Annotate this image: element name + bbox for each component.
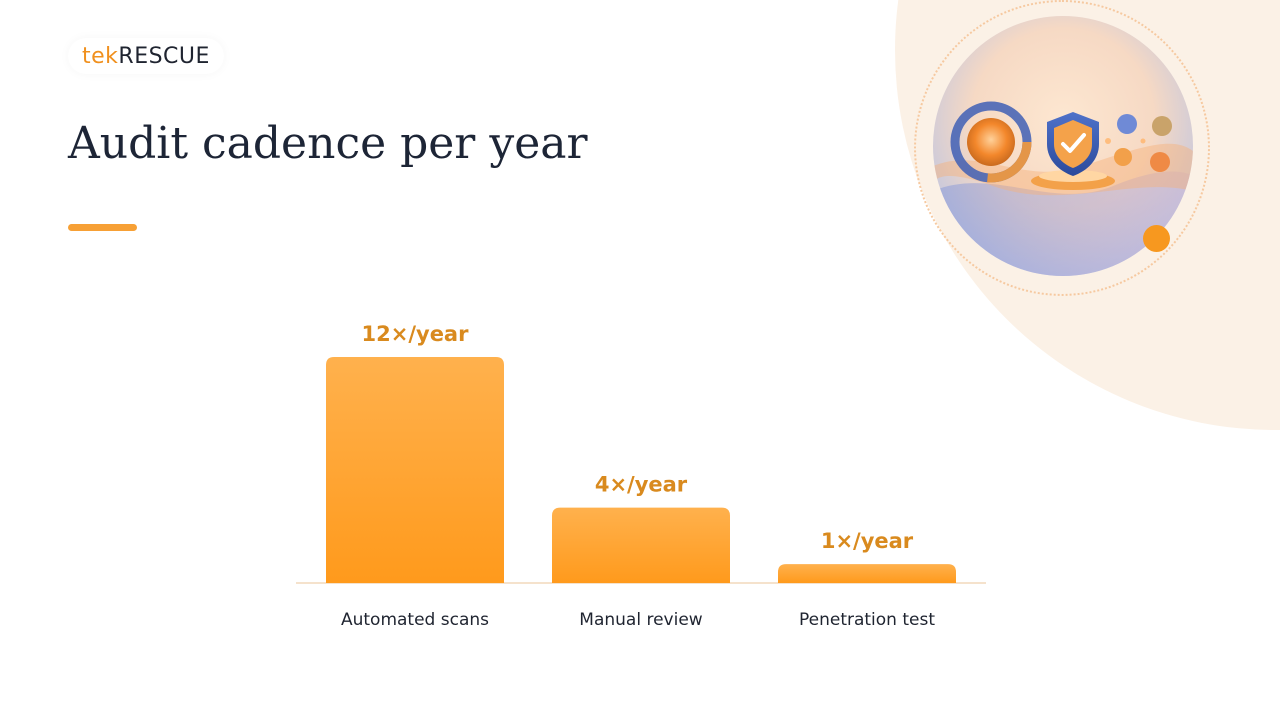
category-label-1: Manual review [579, 610, 702, 630]
slide-title: Audit cadence per year [68, 118, 588, 169]
bar-0 [326, 357, 504, 583]
category-label-0: Automated scans [341, 610, 489, 630]
bar-1 [552, 507, 730, 583]
data-label-2: 1×/year [821, 529, 914, 553]
bar-series: 12×/year Automated scans 4×/year Manual rev… [326, 322, 956, 630]
title-accent-line [68, 224, 137, 231]
category-label-2: Penetration test [799, 610, 935, 630]
company-logo: tek RESCUE [68, 38, 224, 74]
data-label-1: 4×/year [595, 473, 688, 497]
data-label-0: 12×/year [362, 322, 470, 346]
logo-text-tek: tek [82, 43, 119, 69]
security-shield-illustration-icon [933, 101, 1193, 276]
logo-text-rescue: RESCUE [118, 43, 210, 69]
hero-illustration [933, 16, 1193, 276]
bar-2 [778, 564, 956, 583]
hero-dotted-ring [914, 0, 1210, 296]
hero-accent-dot [1143, 225, 1170, 252]
